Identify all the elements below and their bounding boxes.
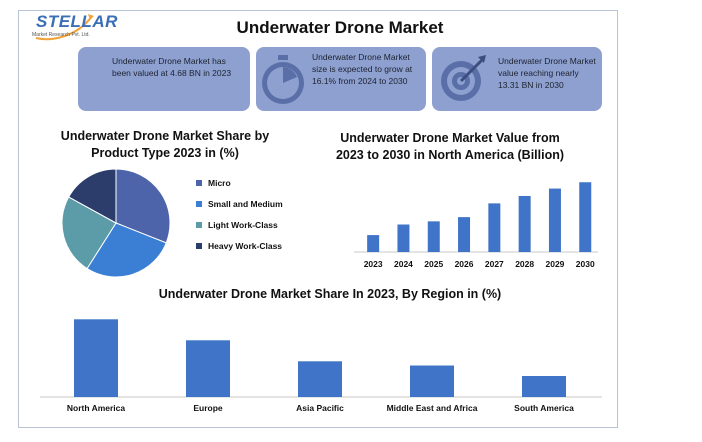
stellar-logo (35, 14, 94, 41)
legend-swatch (196, 180, 202, 186)
region-tick-label: Europe (193, 403, 223, 413)
na-bar-2030 (579, 182, 592, 252)
stopwatch-icon (262, 55, 304, 104)
na-tick-label: 2029 (545, 259, 564, 269)
region-tick-label: North America (67, 403, 126, 413)
legend-swatch (196, 222, 202, 228)
na-tick-label: 2027 (485, 259, 504, 269)
region-chart-title: Underwater Drone Market Share In 2023, B… (158, 287, 502, 301)
pie-slice-micro (115, 168, 171, 244)
page-title: Underwater Drone Market (236, 18, 444, 37)
legend-swatch (196, 243, 202, 249)
na-bar-2028 (518, 195, 531, 252)
na-bar-2025 (427, 221, 440, 252)
legend-label: Light Work-Class (208, 220, 278, 230)
na-tick-label: 2024 (394, 259, 413, 269)
region-bar-asia-pacific (298, 361, 342, 397)
na-tick-label: 2026 (455, 259, 474, 269)
legend-item-light-work-class: Light Work-Class (196, 219, 278, 231)
na-bar-2026 (458, 217, 471, 252)
region-tick-label: Asia Pacific (296, 403, 344, 413)
region-bar-north-america (74, 319, 118, 397)
infographic-frame (18, 10, 618, 428)
na-tick-label: 2028 (515, 259, 534, 269)
card-forecast: Underwater Drone Market value reaching n… (432, 47, 602, 111)
na-tick-label: 2030 (576, 259, 595, 269)
na-bar-2029 (548, 188, 561, 252)
region-tick-label: Middle East and Africa (387, 403, 478, 413)
pie-slice-light-work-class (61, 196, 117, 270)
pie-chart (61, 168, 171, 278)
na-bar-2024 (397, 224, 410, 252)
card-valuation-text: Underwater Drone Market has been valued … (112, 56, 232, 78)
na-chart-title: Underwater Drone Market Value from 2023 … (335, 131, 565, 162)
logo-subtitle: Market Research Pvt. Ltd. (32, 32, 90, 38)
region-bar-europe (186, 340, 230, 397)
pie-chart-title: Underwater Drone Market Share by Product… (60, 129, 270, 160)
legend-swatch (196, 201, 202, 207)
logo-text: STELLAR (36, 12, 118, 31)
legend-item-micro: Micro (196, 177, 231, 189)
legend-label: Micro (208, 178, 231, 188)
region-bar-middle-east-and-africa (410, 365, 454, 397)
legend-item-small-and-medium: Small and Medium (196, 198, 283, 210)
region-bar-south-america (522, 376, 566, 397)
card-growth: Underwater Drone Market size is expected… (256, 47, 426, 111)
region-tick-label: South America (514, 403, 574, 413)
card-growth-text: Underwater Drone Market size is expected… (312, 52, 413, 86)
pie-slice-small-and-medium (86, 222, 167, 278)
card-valuation: Underwater Drone Market has been valued … (78, 47, 250, 111)
na-tick-label: 2023 (364, 259, 383, 269)
target-icon (441, 55, 486, 101)
legend-label: Heavy Work-Class (208, 241, 283, 251)
na-bar-2023 (367, 235, 380, 252)
card-forecast-text: Underwater Drone Market value reaching n… (498, 56, 596, 90)
na-tick-label: 2025 (424, 259, 443, 269)
legend-label: Small and Medium (208, 199, 283, 209)
region-bar-chart: North America Europe Asia Pacific Middle Ea… (40, 319, 602, 413)
pie-slice-heavy-work-class (68, 168, 117, 224)
legend-item-heavy-work-class: Heavy Work-Class (196, 240, 282, 252)
na-bar-2027 (488, 203, 501, 252)
na-bar-chart: 2023 2024 2025 2026 2027 2028 2029 2030 (354, 182, 598, 269)
